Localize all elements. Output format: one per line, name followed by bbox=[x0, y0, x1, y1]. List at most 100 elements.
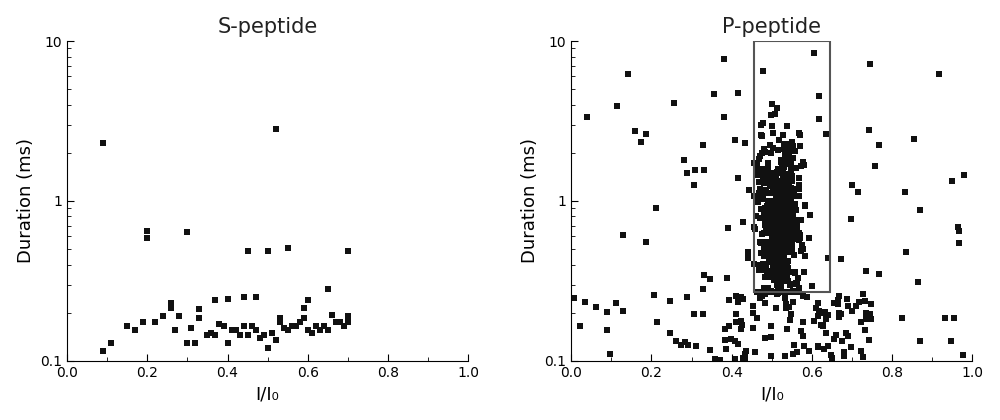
Point bbox=[769, 222, 785, 229]
Point bbox=[763, 257, 779, 264]
Point bbox=[608, 300, 624, 307]
Point bbox=[735, 296, 751, 303]
Point bbox=[280, 244, 296, 251]
Point bbox=[768, 304, 784, 311]
Point bbox=[765, 265, 781, 272]
Point bbox=[770, 248, 786, 255]
Point bbox=[791, 236, 807, 243]
Point bbox=[791, 285, 807, 291]
Point bbox=[757, 266, 773, 273]
Point bbox=[768, 263, 784, 270]
Point bbox=[774, 269, 790, 276]
Point bbox=[758, 223, 774, 229]
Point bbox=[765, 238, 781, 245]
Point bbox=[236, 294, 252, 301]
Point bbox=[760, 165, 776, 171]
Point bbox=[760, 247, 776, 253]
Point bbox=[746, 160, 762, 166]
Point bbox=[755, 196, 771, 203]
Point bbox=[776, 252, 792, 258]
Point bbox=[787, 233, 803, 239]
Point bbox=[762, 169, 778, 176]
Point bbox=[778, 247, 794, 254]
Point bbox=[855, 291, 871, 298]
Point bbox=[207, 332, 223, 339]
Point bbox=[745, 303, 761, 310]
Point bbox=[897, 189, 913, 196]
Point bbox=[778, 209, 794, 216]
Point bbox=[764, 235, 780, 242]
Point bbox=[785, 221, 801, 228]
Point bbox=[776, 264, 792, 271]
Point bbox=[766, 173, 782, 179]
Point bbox=[284, 323, 300, 329]
Point bbox=[750, 199, 766, 205]
Point bbox=[95, 348, 111, 354]
Point bbox=[773, 181, 789, 188]
Point bbox=[662, 329, 678, 336]
Point bbox=[760, 223, 776, 230]
Point bbox=[765, 171, 781, 178]
Point bbox=[816, 310, 832, 316]
Point bbox=[774, 247, 790, 253]
Point bbox=[797, 202, 813, 209]
Point bbox=[248, 294, 264, 301]
Point bbox=[780, 241, 796, 248]
Point bbox=[773, 214, 789, 220]
Point bbox=[766, 225, 782, 232]
Point bbox=[765, 269, 781, 276]
Point bbox=[813, 322, 829, 329]
Point bbox=[163, 300, 179, 307]
Point bbox=[599, 309, 615, 315]
Point bbox=[240, 332, 256, 339]
Point bbox=[773, 278, 789, 284]
Point bbox=[770, 169, 786, 176]
Point bbox=[777, 223, 793, 230]
Point bbox=[784, 138, 800, 145]
Point bbox=[786, 223, 802, 230]
Point bbox=[779, 149, 795, 156]
Point bbox=[779, 273, 795, 280]
Point bbox=[755, 260, 771, 267]
Point bbox=[566, 295, 582, 302]
Point bbox=[763, 289, 779, 295]
Point bbox=[757, 171, 773, 178]
Point bbox=[759, 210, 775, 217]
Point bbox=[894, 315, 910, 322]
Point bbox=[771, 227, 787, 234]
Point bbox=[767, 241, 783, 247]
Point bbox=[833, 256, 849, 263]
Point bbox=[862, 310, 878, 317]
Point bbox=[824, 354, 840, 361]
Point bbox=[816, 346, 832, 352]
Point bbox=[718, 346, 734, 352]
Point bbox=[746, 193, 762, 200]
Point bbox=[779, 235, 795, 242]
Point bbox=[776, 202, 792, 209]
Point bbox=[754, 133, 770, 139]
Point bbox=[796, 268, 812, 275]
Point bbox=[775, 183, 791, 189]
Point bbox=[797, 253, 813, 260]
Point bbox=[790, 233, 806, 239]
Point bbox=[776, 192, 792, 199]
Point bbox=[782, 209, 798, 215]
Point bbox=[781, 289, 797, 295]
Point bbox=[764, 172, 780, 178]
Point bbox=[730, 299, 746, 305]
Point bbox=[767, 268, 783, 274]
Point bbox=[727, 355, 743, 362]
Point bbox=[769, 205, 785, 212]
Title: S-peptide: S-peptide bbox=[218, 17, 318, 37]
Point bbox=[780, 233, 796, 239]
Point bbox=[236, 323, 252, 329]
Point bbox=[760, 160, 776, 167]
Point bbox=[766, 175, 782, 181]
Point bbox=[638, 239, 654, 245]
Point bbox=[806, 50, 822, 57]
Point bbox=[781, 224, 797, 231]
Point bbox=[785, 216, 801, 223]
Point bbox=[779, 178, 795, 184]
Point bbox=[802, 211, 818, 218]
Point bbox=[779, 123, 795, 130]
